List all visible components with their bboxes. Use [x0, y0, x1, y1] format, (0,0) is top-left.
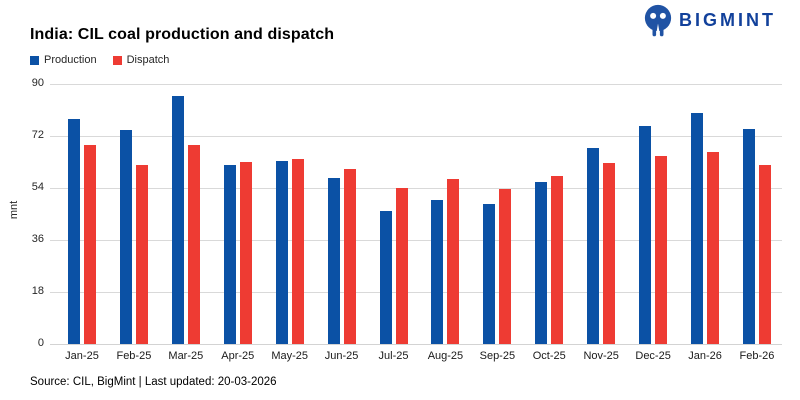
x-tick-label-dec-25: Dec-25	[635, 350, 671, 362]
bar-production-nov-25	[587, 147, 600, 344]
gridline-54	[50, 188, 782, 189]
bar-dispatch-apr-25	[239, 162, 252, 344]
bar-dispatch-jun-25	[343, 169, 356, 344]
x-tick-label-mar-25: Mar-25	[168, 350, 204, 362]
bar-production-dec-25	[639, 125, 652, 344]
x-tick-label-sep-25: Sep-25	[479, 350, 516, 362]
bar-dispatch-mar-25	[187, 144, 200, 344]
x-tick-label-jul-25: Jul-25	[378, 350, 409, 362]
gridline-90	[50, 84, 782, 85]
bar-dispatch-nov-25	[603, 163, 616, 344]
bar-dispatch-jan-26	[707, 151, 720, 344]
chart-legend: Production Dispatch	[30, 54, 169, 66]
legend-label-dispatch: Dispatch	[126, 54, 170, 66]
y-axis-label: mnt	[8, 200, 20, 220]
bar-production-sep-25	[483, 203, 496, 344]
legend-item-production: Production	[30, 54, 97, 66]
bar-dispatch-jan-25	[84, 144, 96, 344]
bar-production-feb-26	[742, 128, 755, 344]
bar-dispatch-oct-25	[551, 176, 564, 344]
x-tick-label-oct-25: Oct-25	[532, 350, 566, 362]
y-tick-label-54: 54	[31, 181, 44, 193]
plot-area	[50, 84, 782, 345]
gridline-36	[50, 240, 782, 241]
bar-production-jan-26	[691, 112, 704, 344]
bar-production-jan-25	[68, 118, 80, 344]
bar-production-mar-25	[171, 95, 184, 344]
bigmint-monogram-icon	[643, 4, 673, 37]
bar-production-may-25	[275, 160, 288, 344]
bar-dispatch-jul-25	[395, 188, 408, 344]
bar-production-feb-25	[119, 130, 132, 344]
bar-dispatch-feb-26	[758, 164, 771, 344]
y-tick-label-72: 72	[31, 129, 44, 141]
bar-dispatch-sep-25	[499, 189, 512, 344]
y-tick-label-90: 90	[31, 77, 44, 89]
x-tick-label-feb-25: Feb-25	[116, 350, 152, 362]
y-tick-label-0: 0	[37, 337, 44, 349]
x-tick-label-feb-26: Feb-26	[739, 350, 775, 362]
y-tick-label-36: 36	[31, 233, 44, 245]
gridline-72	[50, 136, 782, 137]
legend-label-production: Production	[44, 54, 97, 66]
bar-dispatch-dec-25	[655, 156, 668, 344]
bigmint-logo-text: BIGMINT	[679, 10, 776, 30]
bar-production-jun-25	[327, 177, 340, 344]
bar-production-oct-25	[535, 182, 548, 344]
bar-production-aug-25	[431, 199, 444, 344]
bar-dispatch-feb-25	[135, 164, 148, 344]
x-tick-label-apr-25: Apr-25	[221, 350, 255, 362]
bigmint-logo: BIGMINT	[643, 4, 776, 37]
production-swatch-icon	[30, 55, 39, 65]
chart-title: India: CIL coal production and dispatch	[30, 26, 335, 43]
gridline-0	[50, 344, 782, 345]
x-tick-label-jan-25: Jan-25	[65, 350, 99, 362]
legend-item-dispatch: Dispatch	[112, 54, 170, 66]
bar-dispatch-may-25	[291, 159, 304, 344]
x-tick-label-jun-25: Jun-25	[324, 350, 359, 362]
x-tick-label-may-25: May-25	[271, 350, 309, 362]
dispatch-swatch-icon	[112, 55, 122, 65]
x-tick-label-nov-25: Nov-25	[583, 350, 619, 362]
bar-production-apr-25	[223, 164, 236, 344]
source-caption: Source: CIL, BigMint | Last updated: 20-…	[30, 376, 277, 388]
y-tick-label-18: 18	[31, 285, 44, 297]
bar-dispatch-aug-25	[447, 179, 460, 344]
gridline-18	[50, 292, 782, 293]
x-tick-label-jan-26: Jan-26	[688, 350, 722, 362]
x-tick-label-aug-25: Aug-25	[427, 350, 464, 362]
bar-production-jul-25	[379, 211, 392, 344]
